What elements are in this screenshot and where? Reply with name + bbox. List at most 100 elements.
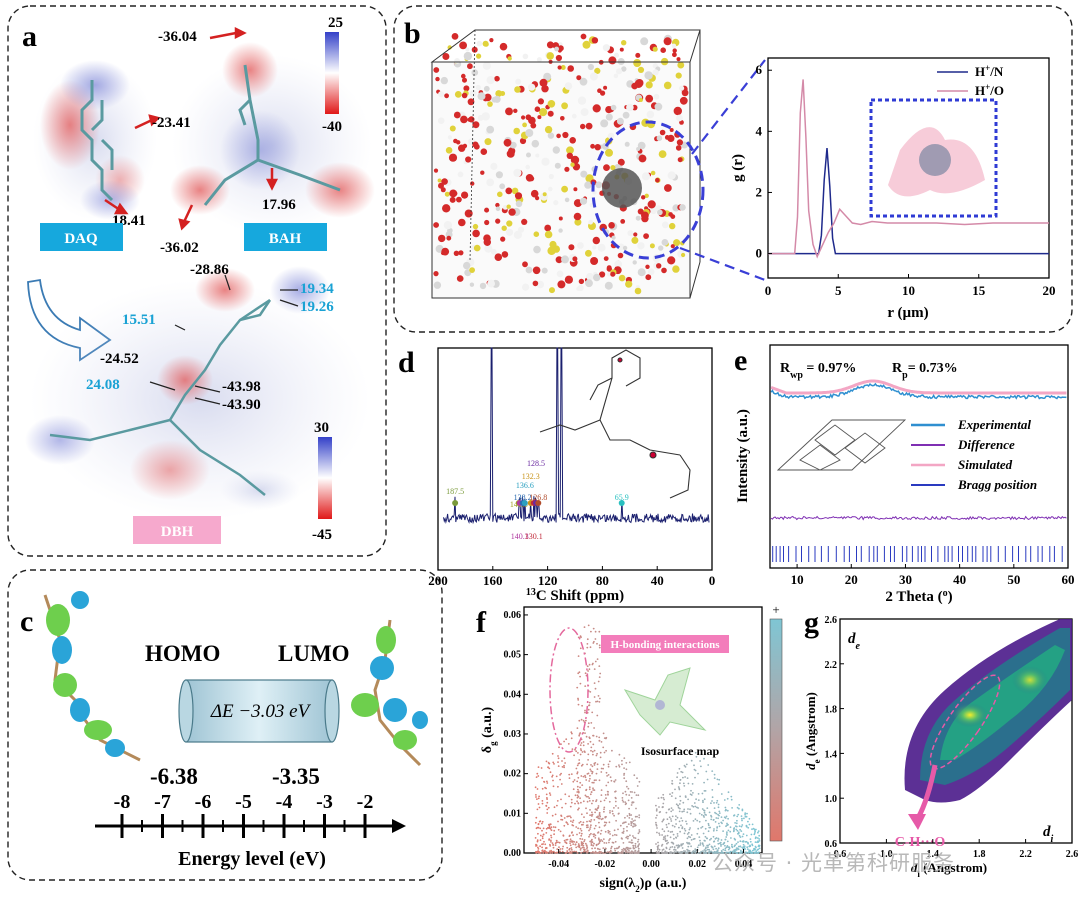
fp-xtick-label: 1.4 xyxy=(927,849,940,860)
rdg-scatter xyxy=(534,624,761,854)
atom xyxy=(469,267,475,273)
atom xyxy=(483,234,491,242)
atom xyxy=(532,266,541,275)
atom xyxy=(475,84,481,91)
atom xyxy=(506,220,513,227)
atom xyxy=(537,115,542,120)
atom xyxy=(437,178,442,183)
atom xyxy=(458,250,464,256)
atom xyxy=(460,115,468,124)
atom xyxy=(640,37,649,46)
atom xyxy=(528,83,536,91)
atom xyxy=(613,73,619,79)
atom xyxy=(644,71,653,80)
atom xyxy=(502,205,508,210)
atom xyxy=(448,153,458,162)
panel-d: d 187.5141.0140.3138.2136.6132.3130.1128… xyxy=(398,346,715,604)
atom xyxy=(676,139,684,146)
rdg-axis: -0.04 -0.02 0.00 0.02 0.04 0.00 0.01 0.02 0.03 0.… xyxy=(504,610,753,870)
pxrd-ylabel: Intensity (a.u.) xyxy=(735,409,751,503)
atom xyxy=(561,102,568,110)
atom xyxy=(513,108,518,114)
dbh-esp-3: 19.26 xyxy=(300,299,334,315)
atom xyxy=(637,141,646,150)
atom xyxy=(634,79,643,88)
energy-tick-label: -8 xyxy=(114,791,131,813)
atom xyxy=(603,85,608,90)
atom xyxy=(543,72,552,81)
atom xyxy=(586,272,594,281)
atom xyxy=(664,184,672,192)
atom xyxy=(494,253,503,261)
atom xyxy=(555,256,563,264)
atom xyxy=(578,278,585,285)
atom xyxy=(461,73,466,79)
pxrd-experimental xyxy=(770,382,1067,400)
atom xyxy=(525,266,533,274)
energy-tick-label: -4 xyxy=(276,791,293,813)
atom xyxy=(495,218,501,224)
atom xyxy=(669,128,674,132)
dbh-esp-2: 19.34 xyxy=(300,281,334,297)
atom xyxy=(522,261,528,268)
atom xyxy=(622,245,628,251)
atom xyxy=(605,148,613,157)
rdg-ytick-label: 0.01 xyxy=(504,808,522,819)
atom xyxy=(463,85,470,92)
atom xyxy=(521,115,526,120)
atom xyxy=(621,40,627,46)
atom xyxy=(617,252,624,259)
atom xyxy=(541,157,550,166)
atom xyxy=(477,114,484,121)
rdf-series-ho xyxy=(768,79,1049,259)
atom xyxy=(627,230,634,237)
atom xyxy=(491,96,498,103)
nmr-xtick-label: 0 xyxy=(709,573,716,588)
atom xyxy=(590,257,599,265)
atom xyxy=(576,75,582,81)
atom xyxy=(470,181,475,186)
atom xyxy=(438,182,444,189)
atom xyxy=(592,245,597,250)
atom xyxy=(557,65,562,70)
atom xyxy=(670,244,675,249)
atom xyxy=(560,65,566,70)
atom xyxy=(544,224,552,232)
pxrd-xtick-label: 40 xyxy=(953,572,966,587)
atom xyxy=(573,187,578,192)
atom xyxy=(631,236,639,244)
atom xyxy=(486,76,495,85)
atom xyxy=(650,207,657,215)
atom xyxy=(676,114,683,122)
panel-c-letter: c xyxy=(20,605,33,638)
atom xyxy=(603,164,610,172)
atom xyxy=(572,256,578,262)
rdg-xtick-label: 0.00 xyxy=(642,859,660,870)
atom xyxy=(484,244,493,253)
atom xyxy=(495,90,503,97)
atom xyxy=(503,138,512,147)
atom xyxy=(641,195,646,200)
dbh-esp-4: 15.51 xyxy=(122,312,156,328)
atom xyxy=(605,113,613,121)
colorbar-top-min: -40 xyxy=(322,119,342,135)
atom xyxy=(561,185,568,193)
atom xyxy=(487,279,495,288)
atom xyxy=(555,54,563,62)
atom xyxy=(653,93,660,100)
atom xyxy=(548,186,553,192)
atom xyxy=(487,101,493,107)
atom xyxy=(672,265,680,273)
atom xyxy=(444,93,449,99)
atom xyxy=(616,117,624,125)
atom xyxy=(458,218,466,227)
rdf-ylabel: g (r) xyxy=(730,154,746,182)
colorbar-bottom-max: 30 xyxy=(314,420,329,436)
nmr-peak-dot xyxy=(452,500,459,506)
atom xyxy=(569,137,576,144)
atom xyxy=(566,146,574,155)
pxrd-axis: 10 20 30 40 50 60 xyxy=(791,564,1075,587)
atom xyxy=(476,53,482,59)
atom xyxy=(531,139,540,148)
atom xyxy=(610,104,617,111)
